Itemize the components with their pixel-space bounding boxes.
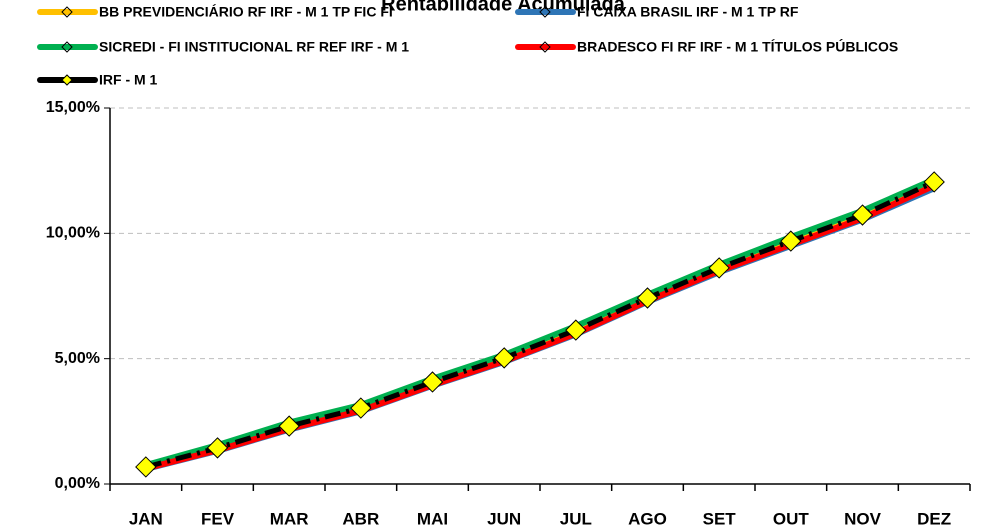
legend-marker	[61, 74, 73, 86]
x-tick-label: MAI	[417, 509, 448, 528]
point-marker	[565, 319, 587, 341]
legend-marker	[61, 41, 73, 53]
x-tick-label: SET	[703, 509, 737, 528]
y-tick-label: 15,00%	[46, 99, 100, 116]
x-tick-label: JUL	[560, 509, 592, 528]
series-line	[145, 179, 936, 470]
x-tick-label: JUN	[487, 509, 521, 528]
point-marker	[493, 347, 515, 369]
y-tick-label: 10,00%	[46, 225, 100, 242]
legend-label: BRADESCO FI RF IRF - M 1 TÍTULOS PÚBLICO…	[577, 38, 898, 55]
x-tick-label: DEZ	[917, 509, 951, 528]
point-marker	[851, 204, 874, 226]
x-tick-label: FEV	[201, 509, 235, 528]
point-marker	[636, 287, 659, 309]
x-tick-label: ABR	[342, 509, 379, 528]
point-marker	[206, 437, 229, 459]
point-marker	[923, 171, 945, 193]
x-tick-label: MAR	[270, 509, 309, 528]
x-tick-label: NOV	[844, 509, 882, 528]
x-tick-label: AGO	[628, 509, 667, 528]
series-line	[145, 182, 936, 472]
point-marker	[780, 230, 802, 252]
y-tick-label: 5,00%	[55, 350, 100, 367]
point-marker	[135, 456, 157, 478]
point-marker	[708, 257, 730, 279]
point-marker	[278, 415, 300, 437]
point-marker	[350, 397, 372, 419]
legend-label: FI CAIXA BRASIL IRF - M 1 TP RF	[577, 4, 799, 20]
x-tick-label: OUT	[773, 509, 810, 528]
legend-label: SICREDI - FI INSTITUCIONAL RF REF IRF - …	[99, 39, 409, 55]
legend-label: BB PREVIDENCIÁRIO RF IRF - M 1 TP FIC FI	[99, 4, 393, 20]
y-tick-label: 0,00%	[55, 475, 100, 492]
series-line	[144, 176, 936, 469]
x-tick-label: JAN	[129, 509, 163, 528]
legend-marker	[61, 6, 73, 18]
legend-label: IRF - M 1	[99, 72, 158, 88]
point-marker	[421, 371, 444, 393]
legend-marker	[539, 6, 551, 18]
legend-marker	[539, 41, 551, 53]
